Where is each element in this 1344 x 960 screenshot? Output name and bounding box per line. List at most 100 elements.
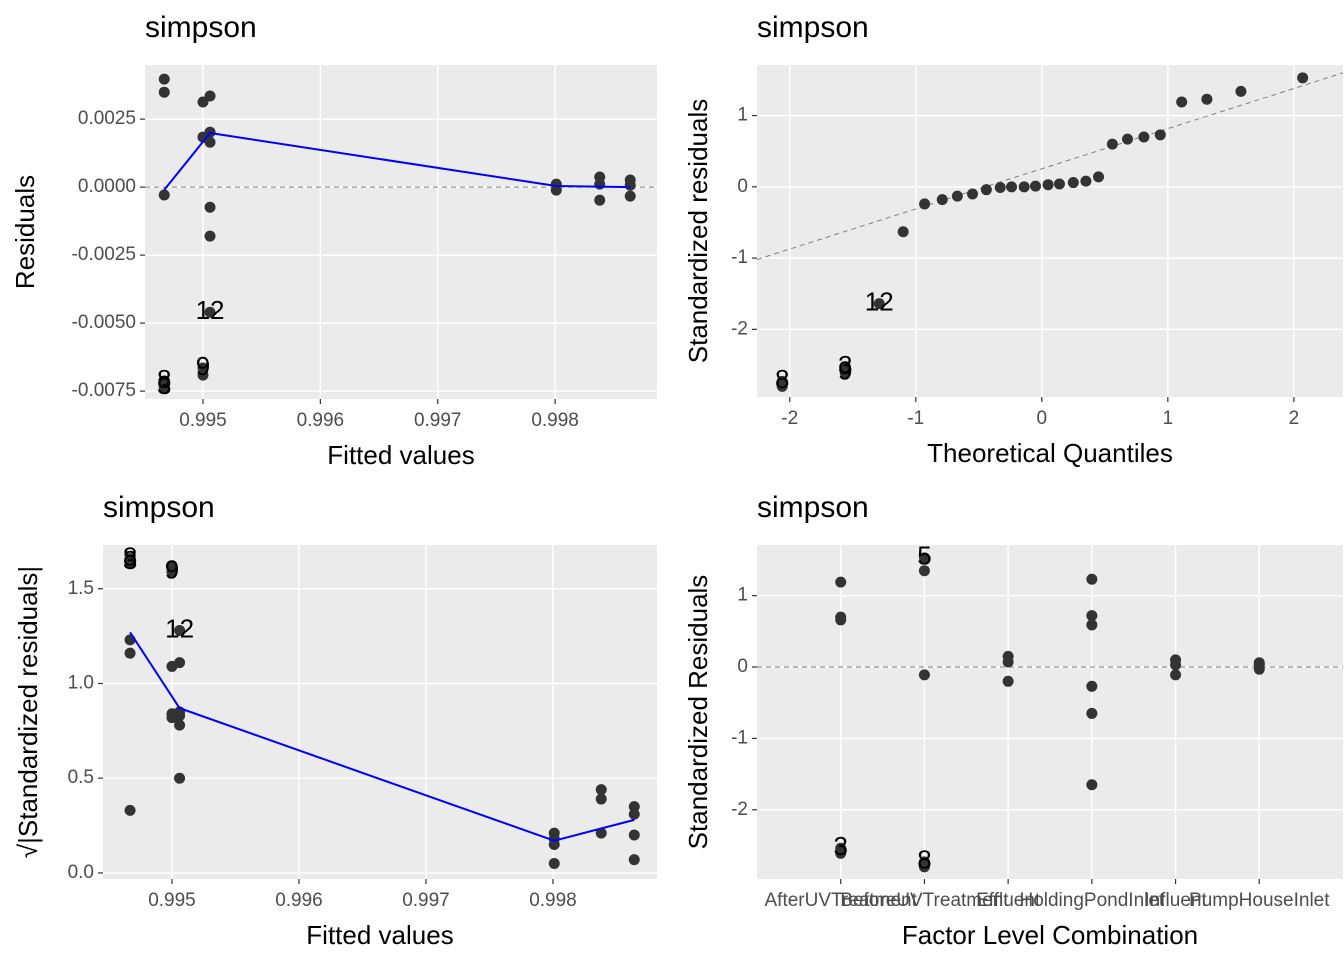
point [174,772,186,784]
x-tick-label: -2 [781,408,798,429]
x-tick-label: 2 [1289,408,1300,429]
x-tick-label: Influent [1144,890,1207,911]
x-axis-title: Fitted values [327,440,474,470]
point [628,808,640,820]
point [548,857,560,869]
point [1086,619,1098,631]
point [1086,779,1098,791]
point [166,566,178,578]
x-tick-label: 0.997 [414,410,462,431]
point [124,804,136,816]
point-label: 3 [833,831,847,861]
point [1002,675,1014,687]
point [628,801,640,813]
point [1030,180,1042,192]
point [1154,129,1166,141]
y-axis-title: Standardized Residuals [683,575,713,850]
x-tick-label: 0.997 [402,890,450,911]
point-label: 8 [917,845,931,875]
plot-background [145,65,657,399]
x-tick-label: 0 [1037,408,1048,429]
x-axis-title: Factor Level Combination [902,920,1198,950]
y-tick-label: 0.5 [68,767,94,788]
plot-background [757,65,1343,397]
y-tick-label: 1 [737,585,748,606]
point-label: 3 [838,350,852,380]
point [174,719,186,731]
y-tick-label: 0.0000 [78,176,136,197]
y-tick-label: 0.0 [68,862,94,883]
y-tick-label: 1 [737,105,748,126]
point [1042,179,1054,191]
point [1080,175,1092,187]
point [919,198,931,210]
point-label: 8 [775,364,789,394]
point [1006,181,1018,193]
point [918,565,930,577]
point [1253,663,1265,675]
point [873,298,885,310]
point [966,188,978,200]
x-tick-label: 1 [1163,408,1174,429]
point [1086,573,1098,585]
x-tick-label: AfterUVTreatment [765,890,918,911]
point [624,179,636,191]
point [839,367,851,379]
y-tick-label: 1.5 [68,578,94,599]
point [776,380,788,392]
point [174,657,186,669]
point [628,829,640,841]
point [1235,85,1247,97]
point [204,90,216,102]
x-tick-label: 0.996 [275,890,323,911]
point [918,669,930,681]
point [994,182,1006,194]
plot-background [103,545,657,879]
panel-title: simpson [103,491,215,524]
y-tick-label: 1.0 [68,673,94,694]
point [918,861,930,873]
plot-background [757,545,1343,879]
point [1053,178,1065,190]
point [835,614,847,626]
x-tick-label: 0.998 [531,410,579,431]
point [595,784,607,796]
point [1018,181,1030,193]
x-axis-title: Fitted values [306,920,453,950]
point [897,226,909,238]
point [204,136,216,148]
point [624,190,636,202]
y-tick-label: -1 [731,247,748,268]
point [1170,659,1182,671]
x-tick-label: 0.998 [529,890,577,911]
point [124,556,136,568]
y-tick-label: -2 [731,318,748,339]
y-axis-title: Residuals [10,175,40,289]
point [1297,72,1309,84]
point [1106,138,1118,150]
point-label: 3 [123,545,137,575]
point [1086,680,1098,692]
qq-line [756,72,1344,260]
point-label: 9 [165,555,179,585]
y-tick-label: -0.0050 [72,312,136,333]
point [158,73,170,85]
y-tick-label: -2 [731,799,748,820]
point [197,369,209,381]
point-label: 12 [165,613,194,643]
point-label: 12 [865,287,894,317]
point [936,194,948,206]
point [1067,177,1079,189]
point-label: 9 [196,351,210,381]
point-label: 8 [157,364,171,394]
smooth-line [129,631,635,842]
point [1093,171,1105,183]
y-tick-label: 0 [737,176,748,197]
point-label: 8 [123,541,137,571]
y-tick-label: 0.0025 [78,108,136,129]
point [550,184,562,196]
y-tick-label: 0 [737,656,748,677]
point [548,839,560,851]
point [835,576,847,588]
